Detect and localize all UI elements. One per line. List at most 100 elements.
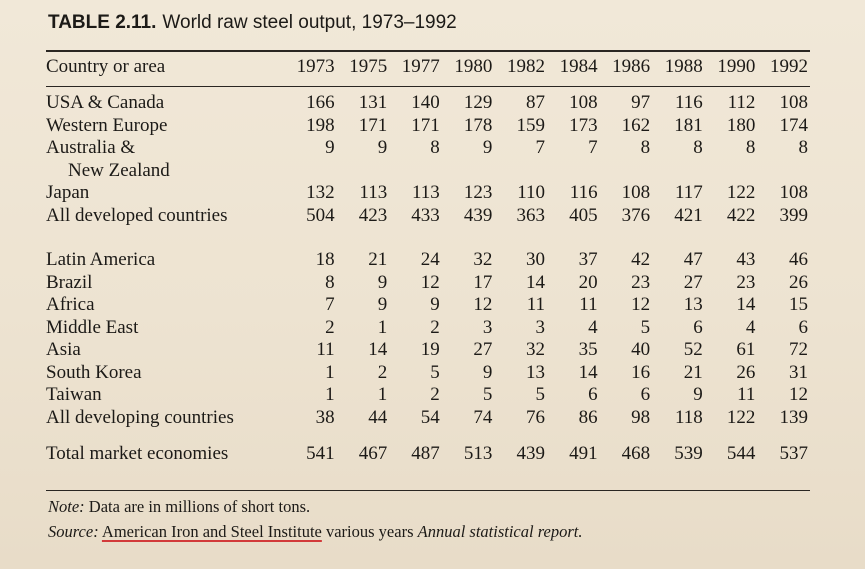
table-cell: 11 — [737, 384, 756, 405]
table-cell: 9 — [377, 271, 388, 293]
table-row: Total market economies 541 467 487 513 439 491… — [46, 429, 810, 466]
row-label — [46, 227, 284, 249]
table-row: South Korea 1 2 5 9 13 14 16 21 26 31 — [46, 362, 810, 385]
table-cell: 15 — [789, 294, 808, 315]
table-cell: 140 — [411, 92, 440, 113]
table-cell: 12 — [789, 384, 808, 405]
row-label: All developing countries — [46, 406, 234, 428]
column-header-year: 1980 — [454, 56, 493, 77]
table-cell: 35 — [578, 339, 598, 360]
table-cell: 44 — [368, 406, 388, 428]
table-cell: 178 — [463, 114, 493, 136]
table-cell: 108 — [779, 182, 809, 203]
table-cell: 40 — [631, 339, 651, 360]
table-row: New Zealand — [46, 160, 810, 183]
note-label: Note: — [48, 497, 85, 516]
table-cell: 46 — [789, 249, 808, 270]
table-cell: 1 — [377, 316, 388, 338]
table-cell: 166 — [306, 92, 335, 113]
table-row: USA & Canada 166 131 140 129 87 108 97 116 112 108 — [46, 84, 810, 115]
table-cell: 97 — [631, 92, 651, 113]
table-cell — [600, 227, 653, 249]
row-label: Australia & — [46, 137, 136, 158]
row-label: All developed countries — [46, 204, 228, 226]
table-cell: 123 — [463, 182, 493, 203]
table-cell: 544 — [726, 443, 756, 464]
column-header-year: 1986 — [612, 56, 651, 77]
table-cell: 72 — [789, 339, 808, 360]
table-cell: 173 — [569, 114, 598, 136]
table-row: Australia & 9 9 8 9 7 7 8 8 8 8 — [46, 137, 810, 160]
table-cell: 6 — [640, 384, 651, 405]
table-cell — [442, 160, 495, 183]
table-row: Asia 11 14 19 27 32 35 40 52 61 72 — [46, 339, 810, 362]
table-cell: 181 — [674, 114, 703, 136]
table-cell — [547, 160, 600, 183]
bottom-rule — [46, 490, 810, 491]
table-cell: 162 — [621, 114, 651, 136]
table-cell: 376 — [621, 204, 651, 226]
table-cell — [652, 227, 705, 249]
table-cell: 54 — [420, 406, 440, 428]
source-years: various years — [325, 522, 414, 541]
column-header-year: 1975 — [349, 56, 388, 77]
table-cell: 2 — [325, 316, 335, 338]
table-cell — [705, 227, 758, 249]
table-cell: 116 — [569, 182, 598, 203]
table-cell: 31 — [789, 361, 808, 383]
table-cell: 86 — [578, 406, 598, 428]
table-cell: 11 — [316, 339, 335, 360]
row-label: Middle East — [46, 316, 139, 338]
table-cell: 5 — [535, 384, 545, 405]
table-cell: 8 — [325, 271, 335, 293]
table-cell: 23 — [736, 271, 756, 293]
table-cell: 16 — [631, 361, 651, 383]
table-number: TABLE 2.11. — [48, 12, 157, 33]
table-cell: 42 — [631, 249, 651, 270]
table-cell: 439 — [463, 204, 493, 226]
table-cell — [442, 227, 495, 249]
table-cell: 1 — [325, 384, 335, 405]
table-cell: 21 — [368, 249, 388, 270]
table-cell — [284, 160, 337, 183]
table-cell: 12 — [420, 271, 440, 293]
table-cell: 541 — [306, 443, 335, 464]
column-header-year: 1984 — [559, 56, 598, 77]
table-cell: 3 — [482, 316, 493, 338]
table-cell: 76 — [525, 406, 545, 428]
table-cell — [757, 227, 810, 249]
table-cell: 129 — [463, 92, 493, 113]
table-cell — [494, 227, 547, 249]
table-cell: 433 — [411, 204, 440, 226]
table-cell: 52 — [683, 339, 703, 360]
table-row: Africa 7 9 9 12 11 11 12 13 14 15 — [46, 294, 810, 317]
table-cell: 19 — [420, 339, 440, 360]
table-cell — [337, 160, 390, 183]
top-rule — [46, 50, 810, 52]
table-cell: 8 — [430, 137, 440, 158]
table-cell: 30 — [525, 249, 545, 270]
table-header-row: Country or area 1973 1975 1977 1980 1982… — [46, 54, 810, 84]
source-organization: American Iron and Steel Institute — [101, 522, 322, 541]
note-text: Data are in millions of short tons. — [88, 497, 311, 516]
table-cell: 37 — [578, 249, 598, 270]
table-cell — [284, 227, 337, 249]
table-cell — [494, 160, 547, 183]
table-cell: 13 — [525, 361, 545, 383]
source-report-title: Annual statistical report. — [417, 522, 583, 541]
table-cell: 9 — [325, 137, 335, 158]
row-label: Brazil — [46, 271, 93, 293]
table-cell: 32 — [525, 339, 545, 360]
table-cell: 43 — [736, 249, 756, 270]
table-cell — [757, 160, 810, 183]
row-label: USA & Canada — [46, 92, 165, 113]
table-row: Taiwan 1 1 2 5 5 6 6 9 11 12 — [46, 384, 810, 407]
table-cell: 9 — [482, 137, 493, 158]
row-label: Asia — [46, 339, 81, 360]
table-cell: 14 — [736, 294, 756, 315]
table-caption: TABLE 2.11. World raw steel output, 1973–… — [48, 12, 457, 34]
row-label: Africa — [46, 294, 95, 315]
table-cell: 9 — [377, 294, 388, 315]
table-cell: 8 — [640, 137, 651, 158]
